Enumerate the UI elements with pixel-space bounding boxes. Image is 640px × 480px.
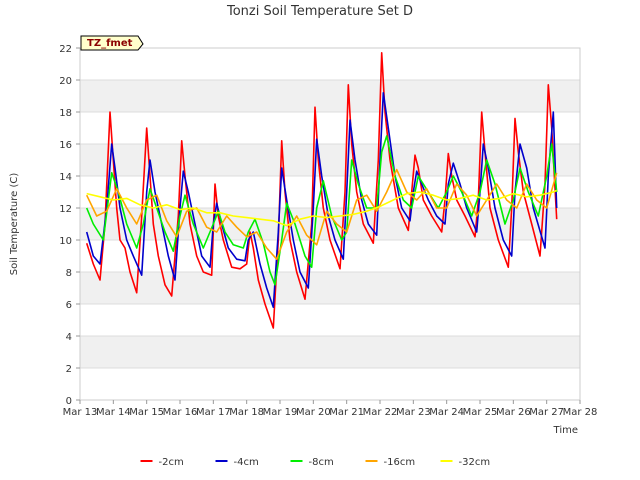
y-tick-label: 22 [59,44,72,55]
series-line-2cmcm [85,51,558,329]
x-tick-label: Mar 13 [63,407,98,418]
y-axis-title: Soil Temperature (C) [9,173,20,276]
x-tick-label: Mar 18 [229,407,264,418]
x-tick-label: Mar 22 [363,407,398,418]
series-lines [85,51,558,329]
legend-label: -16cm [384,457,416,468]
x-tick-label: Mar 17 [196,407,231,418]
y-tick-label: 18 [59,108,72,119]
chart-title: Tonzi Soil Temperature Set D [226,4,413,19]
legend: -2cm -4cm -8cm -16cm -32cm [140,457,491,468]
site-tag-box [80,35,144,51]
x-tick-label: Mar 23 [396,407,431,418]
x-axis-title: Time [553,425,578,436]
site-tag: TZ_fmet [80,35,144,51]
x-tick-label: Mar 27 [529,407,564,418]
plot-band [80,272,580,304]
y-tick-label: 6 [66,300,72,311]
x-tick-label: Mar 16 [163,407,198,418]
y-tick-label: 16 [59,140,72,151]
x-tick-label: Mar 25 [463,407,498,418]
x-tick-label: Mar 14 [96,407,131,418]
y-tick-label: 2 [66,364,72,375]
y-tick-label: 10 [59,236,72,247]
y-axis-ticks: 0 2 4 6 8 10 12 14 16 18 20 22 [59,44,80,407]
y-tick-label: 20 [59,76,72,87]
series-line-8cmcm [85,135,558,286]
site-tag-label: TZ_fmet [87,38,133,49]
legend-label: -2cm [159,457,184,468]
series-line-32cmcm [86,189,558,227]
plot-band [80,80,580,112]
y-tick-label: 14 [59,172,72,183]
legend-label: -32cm [459,457,491,468]
legend-label: -4cm [234,457,259,468]
y-tick-label: 0 [66,396,72,407]
plot-band [80,336,580,368]
y-tick-label: 4 [66,332,72,343]
plot-band [80,144,580,176]
x-tick-label: Mar 15 [129,407,164,418]
x-tick-label: Mar 21 [329,407,364,418]
y-tick-label: 12 [59,204,72,215]
y-tick-label: 8 [66,268,72,279]
x-tick-label: Mar 26 [496,407,531,418]
plot-frame [79,47,581,401]
x-tick-label: Mar 20 [296,407,331,418]
x-tick-label: Mar 28 [563,407,598,418]
x-tick-label: Mar 24 [429,407,464,418]
series-line-16cmcm [85,168,558,261]
x-tick-label: Mar 19 [263,407,298,418]
legend-label: -8cm [309,457,334,468]
